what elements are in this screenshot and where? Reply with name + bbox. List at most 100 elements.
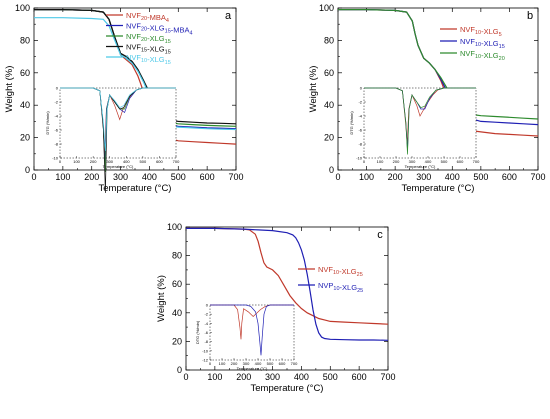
inset-y-tick-label: -4 bbox=[54, 114, 58, 119]
legend-label-part: -XLG bbox=[340, 283, 358, 292]
panel-a: 0 100 200 300 400 500 600 700020406080100Temper… bbox=[4, 3, 244, 194]
y-tick-label: 80 bbox=[324, 35, 334, 45]
inset-x-tick-label: 700 bbox=[291, 361, 298, 366]
legend-label-part: 25 bbox=[357, 288, 363, 294]
legend-label-part: 10 bbox=[333, 286, 339, 292]
inset-y-tick-label: -2 bbox=[204, 312, 208, 317]
inset-y-tick-label: -10 bbox=[52, 156, 59, 161]
legend-label-part: NVP bbox=[318, 281, 333, 290]
legend-label-part: -MBA bbox=[171, 26, 190, 35]
legend-label: NVF10-XLG15 bbox=[126, 53, 171, 66]
y-tick-label: 100 bbox=[15, 3, 30, 13]
inset-series-line bbox=[60, 87, 176, 152]
legend-label-part: 15 bbox=[165, 39, 171, 45]
inset-frame bbox=[59, 87, 177, 159]
legend-label-part: NVF bbox=[318, 265, 333, 274]
inset-x-tick-label: 0 bbox=[209, 361, 212, 366]
y-tick-label: 40 bbox=[172, 308, 182, 318]
x-tick-label: 700 bbox=[530, 172, 545, 182]
legend-label-part: NVF bbox=[126, 53, 141, 62]
y-tick-label: 100 bbox=[167, 222, 182, 232]
inset-y-tick-label: -2 bbox=[54, 100, 58, 105]
x-tick-label: 200 bbox=[388, 172, 403, 182]
inset-dtg-plot: 0 100 200 300 400 500 600 700 0 -2 -4 -6 -8 -10 Temper… bbox=[45, 86, 180, 194]
panel-letter: c bbox=[377, 229, 383, 241]
legend-label: NVP10-XLG25 bbox=[318, 281, 363, 294]
panel-b: 0 100 200 300 400 500 600 700020406080100Temper… bbox=[308, 3, 546, 194]
legend-label-part: 5 bbox=[499, 32, 502, 38]
legend-label-part: 20 bbox=[141, 37, 147, 43]
inset-y-tick-label: 0 bbox=[206, 303, 209, 308]
legend-label-part: -XLG bbox=[481, 39, 499, 48]
inset-x-tick-label: 300 bbox=[106, 159, 113, 164]
y-tick-label: 80 bbox=[172, 251, 182, 261]
legend-label: NVF20-MBA4 bbox=[126, 11, 169, 24]
inset-y-tick-label: -10 bbox=[356, 156, 363, 161]
y-tick-label: 20 bbox=[172, 336, 182, 346]
x-tick-label: 600 bbox=[352, 372, 367, 382]
inset-y-label: DTG (%/min) bbox=[349, 111, 354, 135]
inset-x-tick-label: 600 bbox=[279, 361, 286, 366]
legend-label-part: NVF bbox=[460, 25, 475, 34]
x-tick-label: 700 bbox=[380, 372, 395, 382]
legend-label-part: -XLG bbox=[147, 55, 165, 64]
legend-label-part: 15 bbox=[165, 29, 171, 35]
legend-label-part: -XLG bbox=[147, 24, 165, 33]
x-tick-label: 0 bbox=[31, 172, 36, 182]
legend-label-part: NVF bbox=[126, 32, 141, 41]
inset-frame bbox=[209, 304, 295, 361]
legend-label-part: 4 bbox=[166, 18, 169, 24]
panel-c: 0 100 200 300 400 500 600 700020406080100Temper… bbox=[156, 222, 396, 394]
series-line bbox=[338, 9, 539, 120]
legend-label-part: 10 bbox=[141, 58, 147, 64]
inset-x-tick-label: 500 bbox=[441, 159, 448, 164]
inset-y-tick-label: -6 bbox=[204, 330, 208, 335]
legend-label-part: 20 bbox=[499, 56, 505, 62]
inset-y-tick-label: -10 bbox=[202, 348, 209, 353]
x-tick-label: 400 bbox=[445, 172, 460, 182]
inset-y-label: DTG (%/min) bbox=[45, 111, 50, 135]
panel-letter: a bbox=[225, 10, 232, 22]
inset-dtg-plot: 0 100 200 300 400 500 600 700 0 -2 -4 -6 -8 -10 Temper… bbox=[349, 86, 480, 170]
inset-y-tick-label: -8 bbox=[204, 339, 208, 344]
x-tick-label: 100 bbox=[207, 372, 222, 382]
y-tick-label: 80 bbox=[20, 35, 30, 45]
legend-label-part: 15 bbox=[165, 60, 171, 66]
inset-x-tick-label: 400 bbox=[255, 361, 262, 366]
x-tick-label: 200 bbox=[236, 372, 251, 382]
legend-label-part: -XLG bbox=[147, 45, 165, 54]
x-tick-label: 400 bbox=[294, 372, 309, 382]
legend-label: NVF10-XLG5 bbox=[460, 25, 502, 38]
legend-label-part: NVF bbox=[460, 37, 475, 46]
inset-y-tick-label: -12 bbox=[202, 358, 209, 363]
inset-x-label: Temperature (°C) bbox=[405, 164, 436, 169]
x-tick-label: 100 bbox=[55, 172, 70, 182]
inset-dtg-plot: 0 100 200 300 400 500 600 700 0 -2 -4 -6 -8 -10 -12 Tem… bbox=[195, 303, 298, 372]
legend-label-part: NVF bbox=[126, 43, 141, 52]
x-tick-label: 500 bbox=[323, 372, 338, 382]
inset-x-tick-label: 700 bbox=[473, 159, 480, 164]
legend-label-part: 20 bbox=[141, 16, 147, 22]
legend-label: NVF10-XLG15 bbox=[460, 37, 505, 50]
inset-x-tick-label: 400 bbox=[123, 159, 130, 164]
y-axis-label: Weight (%) bbox=[156, 275, 167, 322]
legend-label-part: 10 bbox=[333, 270, 339, 276]
y-tick-label: 0 bbox=[25, 165, 30, 175]
y-tick-label: 40 bbox=[324, 100, 334, 110]
series-line bbox=[34, 9, 237, 125]
series-line bbox=[186, 227, 389, 325]
x-tick-label: 300 bbox=[416, 172, 431, 182]
inset-y-tick-label: -8 bbox=[358, 142, 362, 147]
legend-label-part: NVF bbox=[126, 22, 141, 31]
inset-x-tick-label: 0 bbox=[363, 159, 366, 164]
x-tick-label: 500 bbox=[473, 172, 488, 182]
x-tick-label: 700 bbox=[228, 172, 243, 182]
legend-label-part: -XLG bbox=[481, 27, 499, 36]
x-tick-label: 0 bbox=[183, 372, 188, 382]
legend-label-part: -XLG bbox=[481, 51, 499, 60]
inset-series-line bbox=[364, 87, 476, 155]
y-tick-label: 0 bbox=[329, 165, 334, 175]
inset-y-tick-label: -2 bbox=[358, 100, 362, 105]
legend-label-part: 10 bbox=[475, 42, 481, 48]
